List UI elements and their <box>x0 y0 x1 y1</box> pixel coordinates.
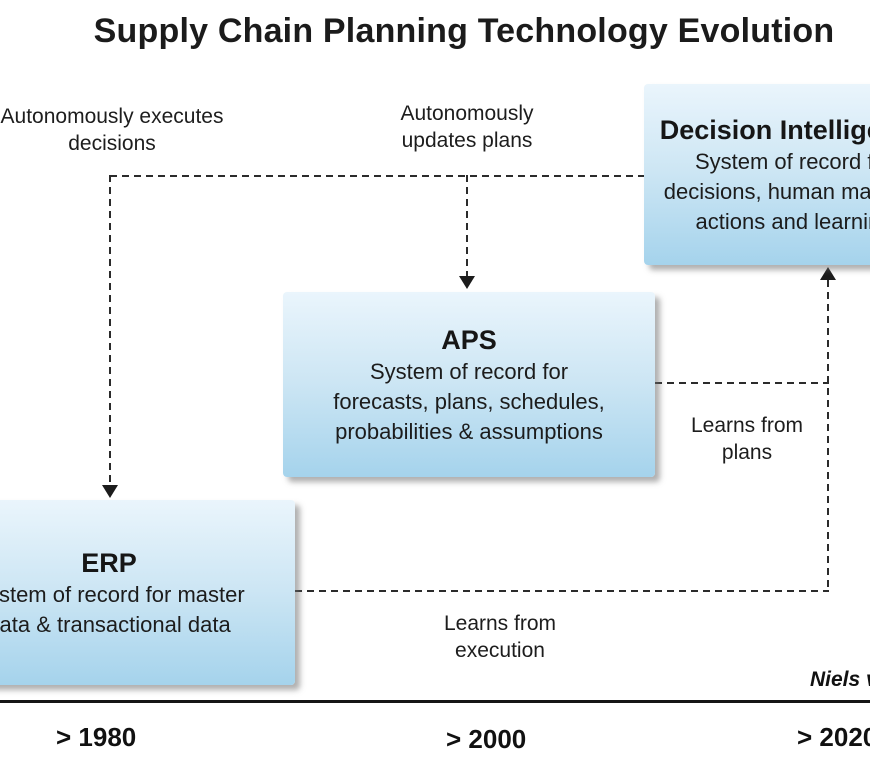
box-erp-line: System of record for master <box>0 581 245 607</box>
attribution: Niels van Hove <box>810 668 870 691</box>
label-learns-from-plans: Learns from plans <box>667 412 827 466</box>
box-di-line: decisions, human machine <box>663 178 870 204</box>
arrow-up-icon <box>820 267 836 280</box>
label-learns-from-execution: Learns from execution <box>410 610 590 664</box>
page-title: Supply Chain Planning Technology Evoluti… <box>93 12 835 50</box>
box-aps-title: APS <box>441 324 497 355</box>
arrow-down-icon <box>459 276 475 289</box>
connector-right-vertical <box>827 280 829 591</box>
connector-execution-horizontal <box>295 590 829 592</box>
connector-plans-horizontal <box>655 382 829 384</box>
label-autonomously-executes: Autonomously executes decisions <box>0 103 312 157</box>
box-aps-line: probabilities & assumptions <box>335 418 603 444</box>
connector-left-vertical <box>109 175 111 486</box>
box-di-title: Decision Intelligence <box>659 114 870 145</box>
box-aps-line: System of record for <box>369 358 569 384</box>
label-line: Learns from <box>690 414 804 437</box>
box-erp-title: ERP <box>81 547 137 578</box>
timeline-axis <box>0 700 870 703</box>
box-di-line: System of record for <box>694 148 870 174</box>
connector-mid-vertical <box>466 175 468 276</box>
box-di-line: actions and learning <box>695 208 870 234</box>
arrow-down-icon <box>102 485 118 498</box>
box-aps-line: forecasts, plans, schedules, <box>333 388 605 414</box>
label-line: execution <box>455 639 545 662</box>
label-line: Learns from <box>443 612 557 635</box>
label-autonomously-updates: Autonomously updates plans <box>317 100 617 154</box>
era-label-2000: > 2000 <box>446 724 527 754</box>
label-line: Autonomously <box>400 102 534 125</box>
era-label-1980: > 1980 <box>56 722 137 752</box>
box-aps: APS System of record for forecasts, plan… <box>283 292 655 477</box>
box-erp: ERP System of record for master data & t… <box>0 500 295 685</box>
label-line: Autonomously executes <box>0 105 224 128</box>
label-line: decisions <box>68 132 156 155</box>
label-line: plans <box>721 441 773 464</box>
label-line: updates plans <box>401 129 533 152</box>
connector-top-horizontal <box>110 175 644 177</box>
box-decision-intelligence: Decision Intelligence System of record f… <box>644 84 870 265</box>
box-erp-line: data & transactional data <box>0 611 231 637</box>
era-label-2020: > 2020 <box>797 722 870 752</box>
